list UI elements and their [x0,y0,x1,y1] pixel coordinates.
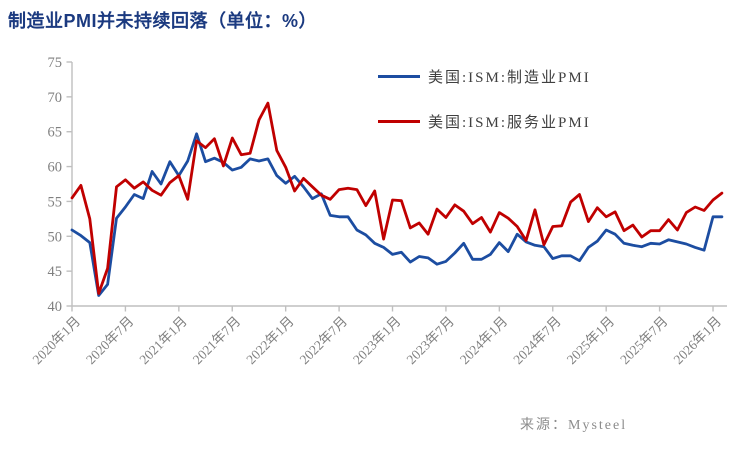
y-tick-label: 55 [48,194,63,210]
x-tick-label: 2023年1月 [350,314,404,368]
legend: 美国:ISM:制造业PMI 美国:ISM:服务业PMI [378,66,591,132]
x-tick-label: 2025年7月 [617,314,671,368]
y-tick-label: 45 [48,264,63,280]
x-tick-label: 2022年7月 [297,314,351,368]
source-credit: 来源：Mysteel [520,418,628,433]
legend-label-services: 美国:ISM:服务业PMI [428,115,591,131]
legend-item-services: 美国:ISM:服务业PMI [378,111,591,132]
x-tick-label: 2020年1月 [30,314,84,368]
x-tick-label: 2024年1月 [457,314,511,368]
chart-title: 制造业PMI并未持续回落（单位：%） [8,11,318,31]
series-line-manufacturing [70,132,724,297]
legend-label-manufacturing: 美国:ISM:制造业PMI [428,70,591,86]
x-tick-label: 2021年1月 [136,314,190,368]
y-tick-label: 40 [48,299,63,315]
series-line-services [70,101,724,295]
y-tick-label: 70 [48,90,63,106]
y-tick-label: 65 [48,125,63,141]
x-tick-label: 2022年1月 [243,314,297,368]
x-tick-label: 2024年7月 [510,314,564,368]
y-tick-label: 75 [48,55,63,71]
manufacturing-line-swatch-icon [378,75,420,78]
legend-item-manufacturing: 美国:ISM:制造业PMI [378,66,591,87]
y-tick-label: 60 [48,160,63,176]
x-tick-label: 2025年1月 [564,314,618,368]
services-line-swatch-icon [378,120,420,123]
x-tick-label: 2020年7月 [83,314,137,368]
x-tick-label: 2026年1月 [671,314,725,368]
y-tick-label: 50 [48,229,63,245]
x-tick-label: 2021年7月 [190,314,244,368]
x-tick-label: 2023年7月 [403,314,457,368]
